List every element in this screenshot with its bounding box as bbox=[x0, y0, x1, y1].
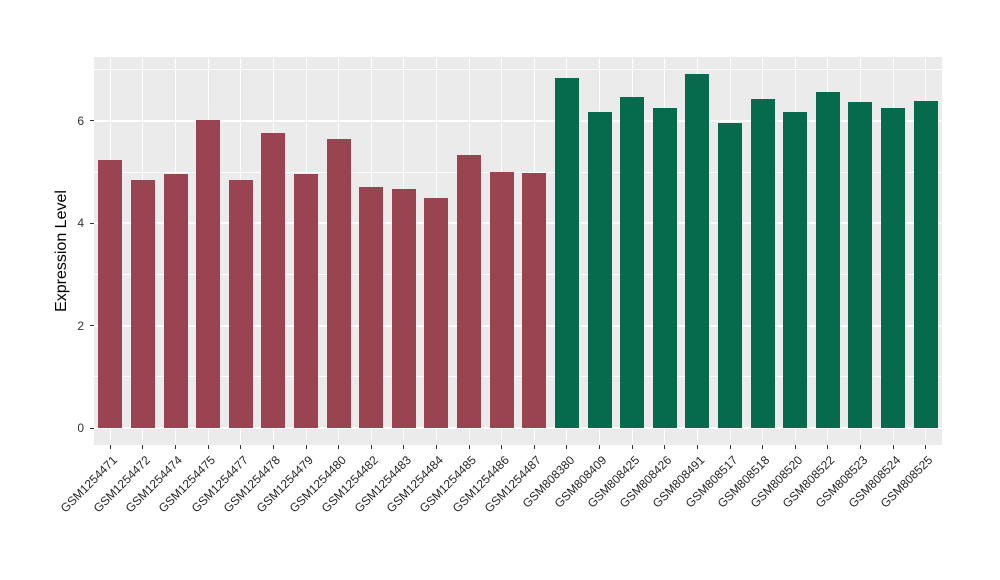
x-tick-mark-GSM1254482 bbox=[370, 445, 372, 449]
bar-GSM808426 bbox=[652, 107, 677, 429]
x-tick-mark-GSM1254475 bbox=[207, 445, 209, 449]
bar-GSM808409 bbox=[587, 111, 612, 429]
x-tick-mark-GSM808525 bbox=[925, 445, 927, 449]
bar-GSM808425 bbox=[620, 97, 645, 429]
y-tick-mark-4 bbox=[90, 222, 94, 224]
y-tick-mark-6 bbox=[90, 120, 94, 122]
bar-GSM1254472 bbox=[130, 179, 155, 429]
gridline-major-y-0 bbox=[94, 427, 942, 430]
x-tick-mark-GSM808523 bbox=[859, 445, 861, 449]
y-tick-mark-2 bbox=[90, 325, 94, 327]
x-tick-mark-GSM808524 bbox=[892, 445, 894, 449]
y-tick-label-0: 0 bbox=[77, 421, 84, 436]
x-tick-mark-GSM808426 bbox=[664, 445, 666, 449]
x-tick-mark-GSM1254474 bbox=[175, 445, 177, 449]
gridline-minor-y-5 bbox=[94, 171, 942, 173]
bar-GSM808491 bbox=[685, 73, 710, 429]
x-tick-mark-GSM808409 bbox=[599, 445, 601, 449]
x-tick-mark-GSM808517 bbox=[729, 445, 731, 449]
x-tick-mark-GSM1254483 bbox=[403, 445, 405, 449]
x-tick-mark-GSM808522 bbox=[827, 445, 829, 449]
gridline-minor-y-1 bbox=[94, 376, 942, 378]
x-tick-mark-GSM1254480 bbox=[338, 445, 340, 449]
x-tick-mark-GSM1254477 bbox=[240, 445, 242, 449]
x-tick-mark-GSM1254471 bbox=[109, 445, 111, 449]
x-axis: GSM1254471 GSM1254472 GSM1254474 GSM1254475… bbox=[58, 445, 942, 575]
bar-GSM1254486 bbox=[489, 172, 514, 429]
bar-GSM808522 bbox=[815, 91, 840, 429]
x-tick-mark-GSM1254472 bbox=[142, 445, 144, 449]
bar-GSM1254475 bbox=[196, 120, 221, 429]
bar-GSM1254487 bbox=[522, 172, 547, 429]
x-tick-mark-GSM1254479 bbox=[305, 445, 307, 449]
y-tick-mark-0 bbox=[90, 427, 94, 429]
x-tick-mark-GSM808518 bbox=[762, 445, 764, 449]
bar-GSM808520 bbox=[783, 111, 808, 429]
x-tick-mark-GSM808520 bbox=[794, 445, 796, 449]
x-tick-mark-GSM808380 bbox=[566, 445, 568, 449]
x-tick-mark-GSM1254487 bbox=[533, 445, 535, 449]
bar-GSM808517 bbox=[718, 122, 742, 429]
gridline-major-y-2 bbox=[94, 324, 942, 327]
bar-GSM1254477 bbox=[228, 179, 253, 429]
bar-GSM808525 bbox=[913, 100, 938, 429]
y-tick-label-6: 6 bbox=[77, 113, 84, 128]
bar-GSM808524 bbox=[881, 107, 906, 429]
x-tick-mark-GSM808491 bbox=[696, 445, 698, 449]
x-tick-mark-GSM1254484 bbox=[435, 445, 437, 449]
gridline-minor-y-7 bbox=[94, 69, 942, 71]
x-tick-mark-GSM1254478 bbox=[272, 445, 274, 449]
y-axis: 0 2 4 6 bbox=[0, 57, 94, 445]
bar-GSM1254474 bbox=[163, 174, 188, 429]
gridline-minor-y-3 bbox=[94, 274, 942, 276]
plot-panel bbox=[94, 57, 942, 445]
gridline-major-y-4 bbox=[94, 222, 942, 225]
y-tick-label-4: 4 bbox=[77, 216, 84, 231]
bar-GSM1254480 bbox=[326, 138, 351, 429]
gridline-major-y-6 bbox=[94, 119, 942, 122]
bar-GSM808380 bbox=[554, 78, 579, 429]
bar-GSM808523 bbox=[848, 101, 873, 429]
bar-GSM808518 bbox=[750, 99, 775, 429]
bar-GSM1254483 bbox=[391, 188, 416, 429]
bar-GSM1254471 bbox=[98, 159, 123, 429]
x-tick-mark-GSM1254486 bbox=[501, 445, 503, 449]
bar-GSM1254479 bbox=[294, 174, 318, 429]
x-tick-mark-GSM808425 bbox=[631, 445, 633, 449]
x-tick-mark-GSM1254485 bbox=[468, 445, 470, 449]
bar-GSM1254478 bbox=[261, 132, 286, 429]
bar-GSM1254485 bbox=[457, 155, 482, 429]
y-tick-label-2: 2 bbox=[77, 318, 84, 333]
bar-GSM1254484 bbox=[424, 198, 449, 429]
bar-GSM1254482 bbox=[359, 186, 384, 429]
